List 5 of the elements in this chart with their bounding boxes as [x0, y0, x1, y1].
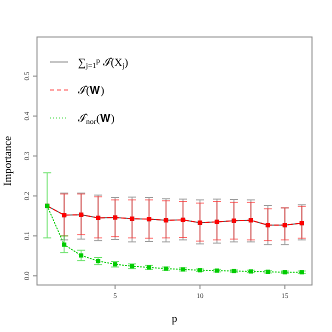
legend-label: ∑$_{j=1}$$^{p}$ ℐ̂(X$_{j}$) [78, 56, 129, 70]
x-axis-title: p [172, 313, 178, 325]
y-axis-title: Importance [2, 136, 14, 186]
legend-label: ℐ̂$_{nor}$(𝐖) [77, 113, 115, 126]
legend-label: ℐ̂(𝐖) [77, 85, 105, 97]
